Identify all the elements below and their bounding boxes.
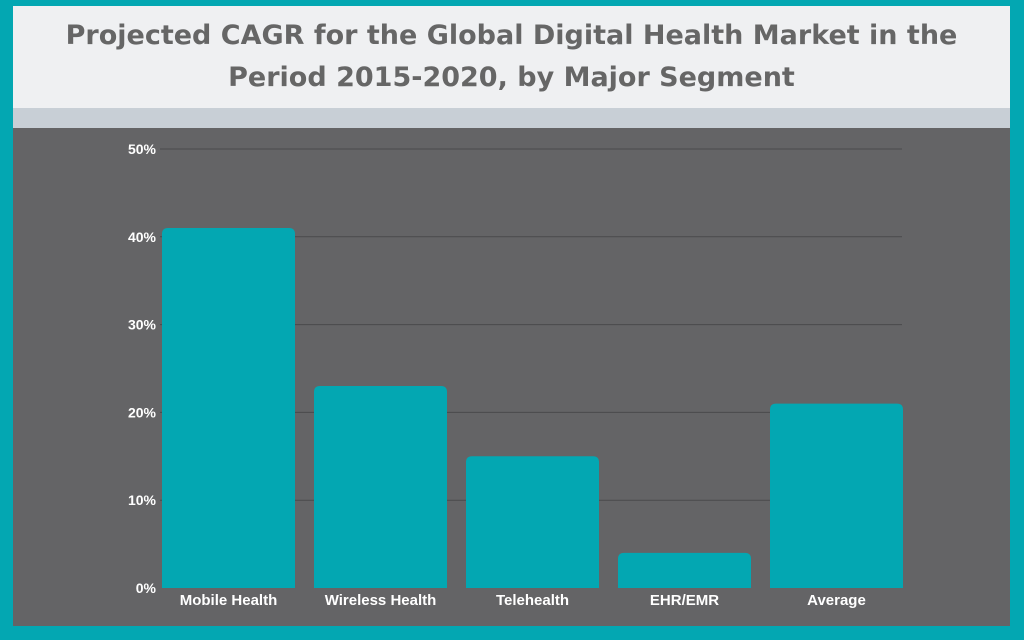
chart-title: Projected CAGR for the Global Digital He… — [65, 20, 958, 93]
bar — [770, 403, 903, 588]
y-tick-label: 0% — [136, 580, 157, 596]
header-band — [13, 108, 1010, 128]
x-tick-label: Wireless Health — [325, 592, 437, 609]
y-tick-label: 20% — [128, 404, 157, 420]
x-tick-label: EHR/EMR — [650, 592, 719, 609]
bar — [314, 386, 447, 588]
x-tick-label: Mobile Health — [180, 592, 278, 609]
y-tick-label: 10% — [128, 492, 157, 508]
y-tick-label: 50% — [128, 141, 157, 157]
bar — [162, 228, 295, 588]
y-tick-label: 40% — [128, 229, 157, 245]
y-tick-label: 30% — [128, 317, 157, 333]
x-tick-label: Average — [807, 592, 866, 609]
bar — [618, 552, 751, 588]
title-box: Projected CAGR for the Global Digital He… — [13, 6, 1010, 108]
x-tick-label: Telehealth — [496, 592, 569, 609]
bar — [466, 456, 599, 588]
